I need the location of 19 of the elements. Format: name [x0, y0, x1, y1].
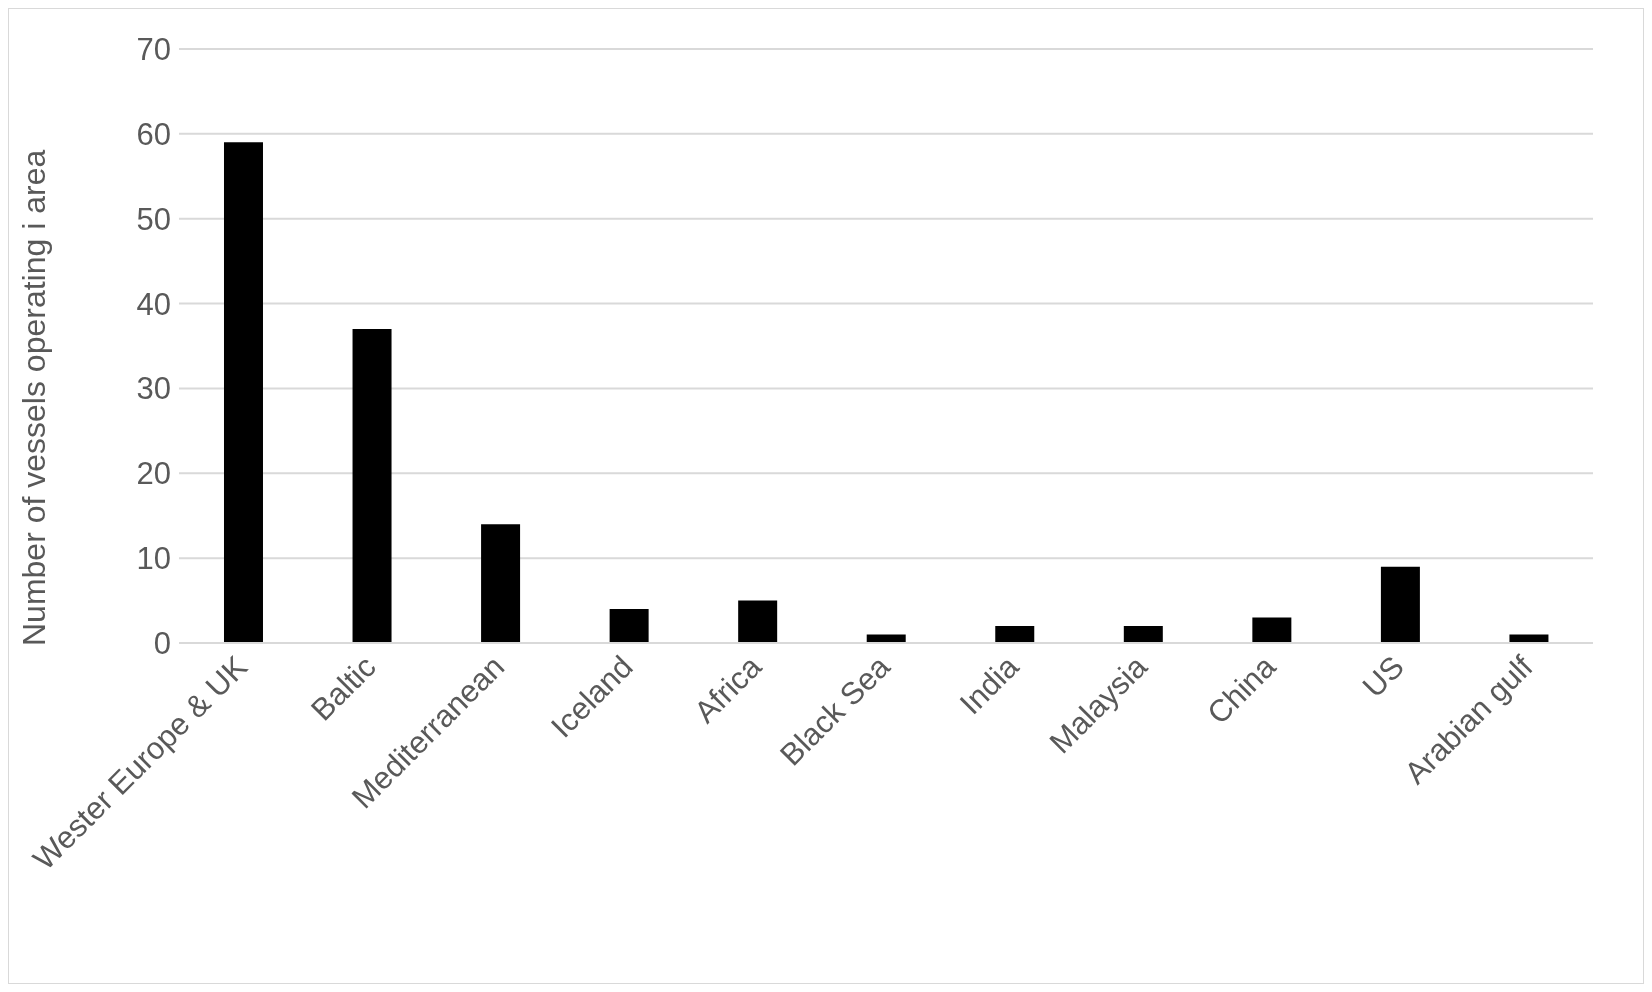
bar — [1380, 566, 1420, 643]
y-tick-label: 0 — [153, 626, 171, 662]
bar — [1252, 617, 1292, 643]
bar — [1123, 626, 1163, 643]
y-tick-label: 30 — [136, 371, 171, 407]
y-tick-label: 20 — [136, 456, 171, 492]
y-tick-label: 40 — [136, 286, 171, 322]
bar — [738, 600, 778, 643]
bar — [481, 524, 521, 643]
y-tick-label: 10 — [136, 541, 171, 577]
y-tick-label: 50 — [136, 201, 171, 237]
x-tick-label: US — [1355, 648, 1411, 705]
y-axis-title: Number of vessels operating i area — [16, 149, 53, 646]
y-tick-label: 70 — [136, 32, 171, 68]
bar — [995, 626, 1035, 643]
bar — [352, 329, 392, 643]
bar — [609, 609, 649, 643]
y-tick-label: 60 — [136, 116, 171, 152]
bar — [223, 142, 263, 643]
